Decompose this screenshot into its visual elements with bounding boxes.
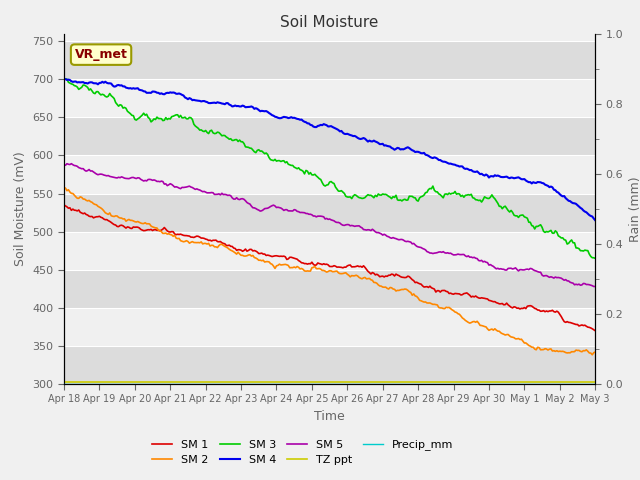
Bar (64, 270, 595, 308)
SM 5 (60, 162, 68, 168)
TZ ppt (75, 380, 83, 385)
Precip_mm (527, 381, 534, 387)
SM 4 (76, 80, 84, 85)
SM 2 (75, 195, 83, 201)
SM 2 (363, 276, 371, 282)
SM 3 (528, 223, 536, 228)
Bar (64, 156, 595, 193)
SM 3 (382, 192, 390, 197)
Line: SM 5: SM 5 (64, 164, 595, 287)
TZ ppt (159, 380, 166, 385)
Bar (64, 346, 595, 384)
Y-axis label: Soil Moisture (mV): Soil Moisture (mV) (14, 151, 27, 266)
SM 4 (60, 76, 68, 82)
SM 1 (60, 202, 68, 208)
Y-axis label: Rain (mm): Rain (mm) (629, 176, 640, 241)
SM 5 (382, 232, 390, 238)
SM 1 (363, 266, 371, 272)
SM 4 (161, 91, 168, 97)
Line: SM 3: SM 3 (64, 79, 595, 258)
Bar (64, 79, 595, 118)
SM 2 (591, 349, 599, 355)
Bar (64, 193, 595, 232)
Precip_mm (363, 381, 371, 387)
SM 5 (68, 161, 76, 167)
SM 3 (394, 197, 401, 203)
Title: Soil Moisture: Soil Moisture (280, 15, 379, 30)
Precip_mm (380, 381, 388, 387)
SM 3 (591, 255, 599, 261)
SM 5 (76, 165, 84, 171)
SM 3 (161, 118, 168, 123)
SM 2 (392, 288, 400, 294)
X-axis label: Time: Time (314, 410, 345, 423)
SM 2 (588, 352, 596, 358)
SM 3 (364, 192, 372, 198)
TZ ppt (591, 380, 599, 385)
Bar (64, 118, 595, 156)
SM 1 (380, 274, 388, 280)
SM 2 (527, 343, 534, 349)
Bar (64, 308, 595, 346)
SM 1 (527, 303, 534, 309)
Text: VR_met: VR_met (75, 48, 127, 61)
TZ ppt (363, 380, 371, 385)
Precip_mm (591, 381, 599, 387)
Bar (64, 41, 595, 79)
SM 3 (60, 76, 68, 82)
TZ ppt (60, 380, 68, 385)
SM 2 (60, 185, 68, 191)
Line: SM 1: SM 1 (64, 205, 595, 331)
SM 5 (394, 237, 401, 242)
SM 4 (364, 139, 372, 144)
Line: SM 4: SM 4 (64, 79, 595, 220)
SM 1 (591, 328, 599, 334)
SM 3 (76, 85, 84, 91)
SM 5 (528, 266, 536, 272)
TZ ppt (380, 380, 388, 385)
SM 4 (528, 180, 536, 186)
TZ ppt (527, 380, 534, 385)
SM 1 (159, 226, 166, 232)
Line: SM 2: SM 2 (64, 188, 595, 355)
SM 5 (364, 227, 372, 233)
SM 4 (61, 76, 69, 82)
TZ ppt (392, 380, 400, 385)
Precip_mm (60, 381, 68, 387)
SM 3 (61, 76, 69, 82)
SM 2 (380, 284, 388, 290)
SM 1 (75, 207, 83, 213)
Precip_mm (75, 381, 83, 387)
Legend: SM 1, SM 2, SM 3, SM 4, SM 5, TZ ppt, Precip_mm: SM 1, SM 2, SM 3, SM 4, SM 5, TZ ppt, Pr… (148, 435, 458, 469)
SM 5 (591, 284, 599, 289)
SM 1 (392, 271, 400, 277)
SM 4 (394, 145, 401, 151)
Precip_mm (392, 381, 400, 387)
SM 4 (591, 217, 599, 223)
SM 4 (382, 143, 390, 148)
Bar (64, 232, 595, 270)
Precip_mm (159, 381, 166, 387)
SM 2 (159, 230, 166, 236)
SM 5 (161, 181, 168, 187)
